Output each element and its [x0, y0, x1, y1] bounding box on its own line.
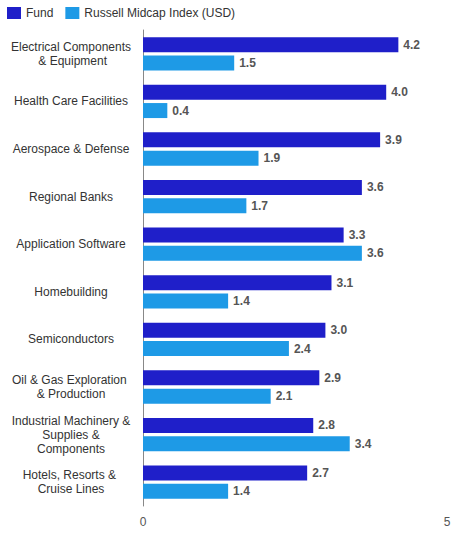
- svg-text:2.4: 2.4: [294, 342, 311, 356]
- svg-text:& Equipment: & Equipment: [35, 54, 108, 68]
- svg-text:Components: Components: [37, 442, 105, 456]
- svg-text:1.4: 1.4: [233, 484, 250, 498]
- svg-text:2.1: 2.1: [276, 389, 293, 403]
- svg-text:1.9: 1.9: [264, 151, 281, 165]
- svg-text:Application Software: Application Software: [16, 237, 126, 251]
- svg-text:Hotels, Resorts &: Hotels, Resorts &: [23, 468, 120, 482]
- svg-text:Russell Midcap Index (USD): Russell Midcap Index (USD): [84, 6, 235, 20]
- svg-text:3.6: 3.6: [367, 246, 384, 260]
- svg-text:1.5: 1.5: [239, 56, 256, 70]
- svg-text:2.8: 2.8: [318, 418, 335, 432]
- svg-text:Electrical Components: Electrical Components: [11, 40, 131, 54]
- svg-text:Oil & Gas Exploration: Oil & Gas Exploration: [12, 373, 130, 387]
- svg-text:3.1: 3.1: [336, 276, 353, 290]
- svg-text:Cruise Lines: Cruise Lines: [38, 482, 105, 496]
- svg-text:Regional Banks: Regional Banks: [29, 190, 113, 204]
- svg-text:0.4: 0.4: [172, 104, 189, 118]
- svg-text:1.7: 1.7: [251, 199, 268, 213]
- svg-text:Industrial Machinery &: Industrial Machinery &: [12, 414, 131, 428]
- svg-text:3.3: 3.3: [349, 228, 366, 242]
- svg-text:Semiconductors: Semiconductors: [28, 332, 114, 346]
- svg-text:2.7: 2.7: [312, 466, 329, 480]
- svg-text:3.9: 3.9: [385, 133, 402, 147]
- svg-text:1.4: 1.4: [233, 294, 250, 308]
- svg-text:4.2: 4.2: [403, 38, 420, 52]
- svg-text:Fund: Fund: [26, 6, 53, 20]
- svg-text:3.4: 3.4: [355, 437, 372, 451]
- svg-text:& Production: & Production: [37, 387, 106, 401]
- svg-text:Homebuilding: Homebuilding: [34, 285, 107, 299]
- svg-text:0: 0: [140, 515, 147, 529]
- svg-text:Aerospace & Defense: Aerospace & Defense: [13, 142, 130, 156]
- svg-text:3.0: 3.0: [330, 323, 347, 337]
- svg-text:3.6: 3.6: [367, 180, 384, 194]
- svg-text:2.9: 2.9: [324, 371, 341, 385]
- svg-text:Supplies &: Supplies &: [39, 428, 103, 442]
- svg-text:5: 5: [444, 515, 451, 529]
- svg-text:Health Care Facilities: Health Care Facilities: [14, 94, 128, 108]
- svg-text:4.0: 4.0: [391, 85, 408, 99]
